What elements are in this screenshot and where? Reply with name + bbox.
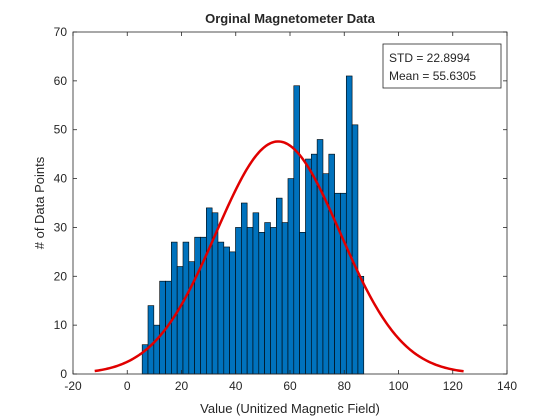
x-tick-label: 60 — [283, 379, 297, 393]
y-tick-label: 60 — [54, 74, 68, 88]
histogram-bar — [182, 241, 190, 375]
histogram-bar — [270, 227, 277, 375]
histogram-bar — [159, 280, 166, 375]
stats-std-text: STD = 22.8994 — [389, 51, 470, 65]
histogram-bar — [176, 266, 184, 375]
x-tick-label: 40 — [229, 379, 243, 393]
y-tick-label: 70 — [54, 25, 68, 39]
histogram-bar — [252, 212, 260, 375]
y-tick-label: 0 — [60, 367, 67, 381]
x-tick-label: 140 — [497, 379, 517, 393]
histogram-bar — [194, 236, 201, 375]
y-tick-label: 20 — [54, 269, 68, 283]
y-tick-label: 50 — [54, 123, 68, 137]
histogram-bar — [328, 153, 335, 375]
x-tick-label: 0 — [124, 379, 131, 393]
histogram-bar — [246, 227, 254, 375]
histogram-bar — [305, 158, 312, 375]
x-tick-label: 120 — [443, 379, 463, 393]
y-axis: 0 10 20 30 40 50 60 70 — [54, 25, 507, 381]
histogram-bar — [171, 241, 178, 375]
histogram-bar — [275, 197, 283, 375]
histogram-bar — [147, 305, 155, 375]
histogram-bar — [310, 153, 318, 375]
histogram-bar — [264, 222, 271, 375]
y-axis-title: # of Data Points — [32, 156, 47, 249]
x-tick-label: 20 — [175, 379, 189, 393]
histogram-bar — [345, 75, 353, 375]
x-tick-label: -20 — [64, 379, 82, 393]
histogram-bar — [293, 85, 300, 375]
chart-title: Orginal Magnetometer Data — [205, 11, 376, 26]
histogram-bar — [241, 202, 248, 375]
y-tick-label: 40 — [54, 172, 68, 186]
x-axis-title: Value (Unitized Magnetic Field) — [200, 401, 380, 416]
normal-fit-curve — [94, 140, 464, 373]
histogram-bar — [188, 261, 195, 375]
histogram-bar — [281, 222, 289, 375]
histogram-bar — [299, 232, 306, 375]
histogram-bar — [223, 246, 230, 375]
histogram-bar — [351, 124, 359, 375]
histogram-bar — [357, 275, 365, 375]
stats-mean-text: Mean = 55.6305 — [389, 69, 476, 83]
histogram-bar — [229, 251, 236, 375]
histogram-bar — [206, 207, 213, 375]
histogram-bar — [217, 241, 225, 375]
histogram-bar — [316, 139, 324, 375]
x-axis: -20 0 20 40 60 80 100 120 140 — [64, 32, 517, 393]
y-tick-label: 30 — [54, 220, 68, 234]
histogram-bar — [340, 192, 347, 375]
stats-legend: STD = 22.8994 Mean = 55.6305 — [382, 43, 502, 89]
stats-legend-box — [382, 43, 502, 89]
x-tick-label: 80 — [338, 379, 352, 393]
x-tick-label: 100 — [388, 379, 408, 393]
histogram-bar — [153, 324, 160, 375]
histogram-bar — [258, 232, 265, 375]
y-tick-label: 10 — [54, 318, 68, 332]
histogram-bar — [235, 227, 242, 375]
histogram-bar — [287, 178, 295, 375]
